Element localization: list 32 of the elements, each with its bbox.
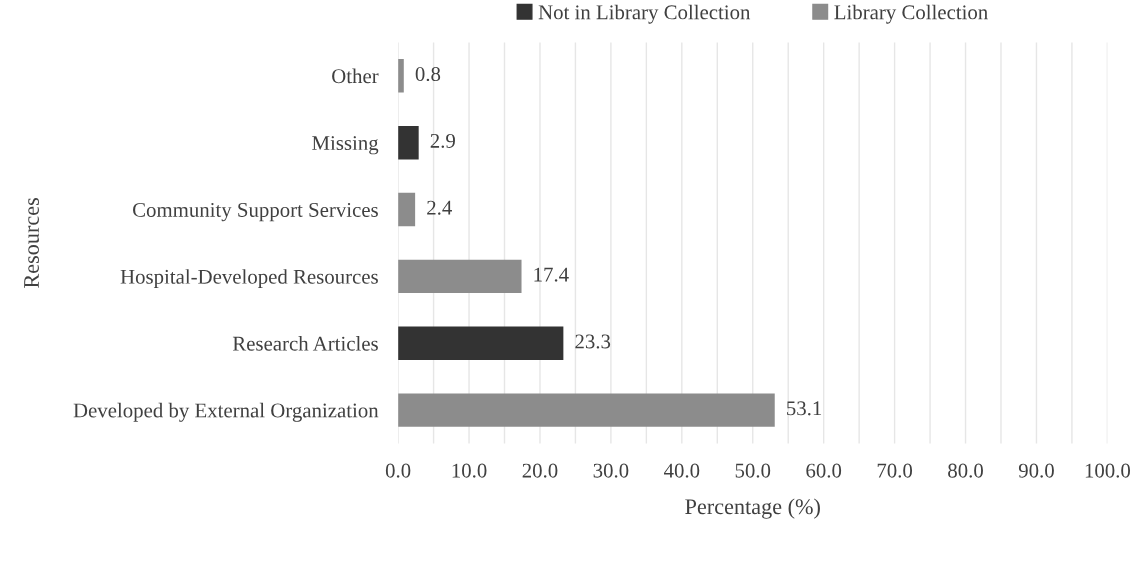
- x-tick-label: 70.0: [877, 463, 913, 478]
- bar: [398, 192, 416, 227]
- y-axis-title: Resources: [24, 198, 39, 288]
- x-tick-label: 40.0: [664, 463, 700, 478]
- bar: [398, 259, 522, 294]
- y-tick-label: Research Articles: [232, 336, 378, 351]
- data-label: 17.4: [534, 267, 569, 282]
- x-tick-label: 50.0: [735, 463, 771, 478]
- bar: [398, 125, 419, 160]
- y-tick-label: Other: [332, 68, 379, 84]
- x-tick-label: 60.0: [806, 463, 842, 478]
- x-tick-label: 10.0: [452, 463, 487, 478]
- legend-label: Not in Library Collection: [538, 4, 751, 24]
- data-label: 2.4: [427, 200, 452, 215]
- legend-label: Library Collection: [834, 4, 988, 24]
- data-label: 2.9: [430, 133, 455, 148]
- x-tick-label: 20.0: [522, 463, 558, 478]
- y-tick-label: Community Support Services: [133, 202, 378, 222]
- bar: [398, 326, 564, 360]
- x-axis-title: Percentage (%): [685, 498, 820, 519]
- data-label: 0.8: [415, 66, 441, 82]
- y-tick-label: Hospital-Developed Resources: [120, 269, 378, 289]
- y-tick-label: Missing: [312, 136, 379, 155]
- x-tick-label: 0.0: [385, 463, 411, 478]
- x-tick-label: 30.0: [593, 463, 629, 478]
- y-tick-label: Developed by External Organization: [73, 402, 379, 422]
- x-tick-label: 80.0: [948, 463, 983, 478]
- x-tick-label: 100.0: [1085, 463, 1131, 478]
- data-label: 53.1: [787, 401, 822, 416]
- bar: [398, 393, 775, 427]
- data-label: 23.3: [575, 334, 611, 349]
- x-tick-label: 90.0: [1018, 463, 1054, 478]
